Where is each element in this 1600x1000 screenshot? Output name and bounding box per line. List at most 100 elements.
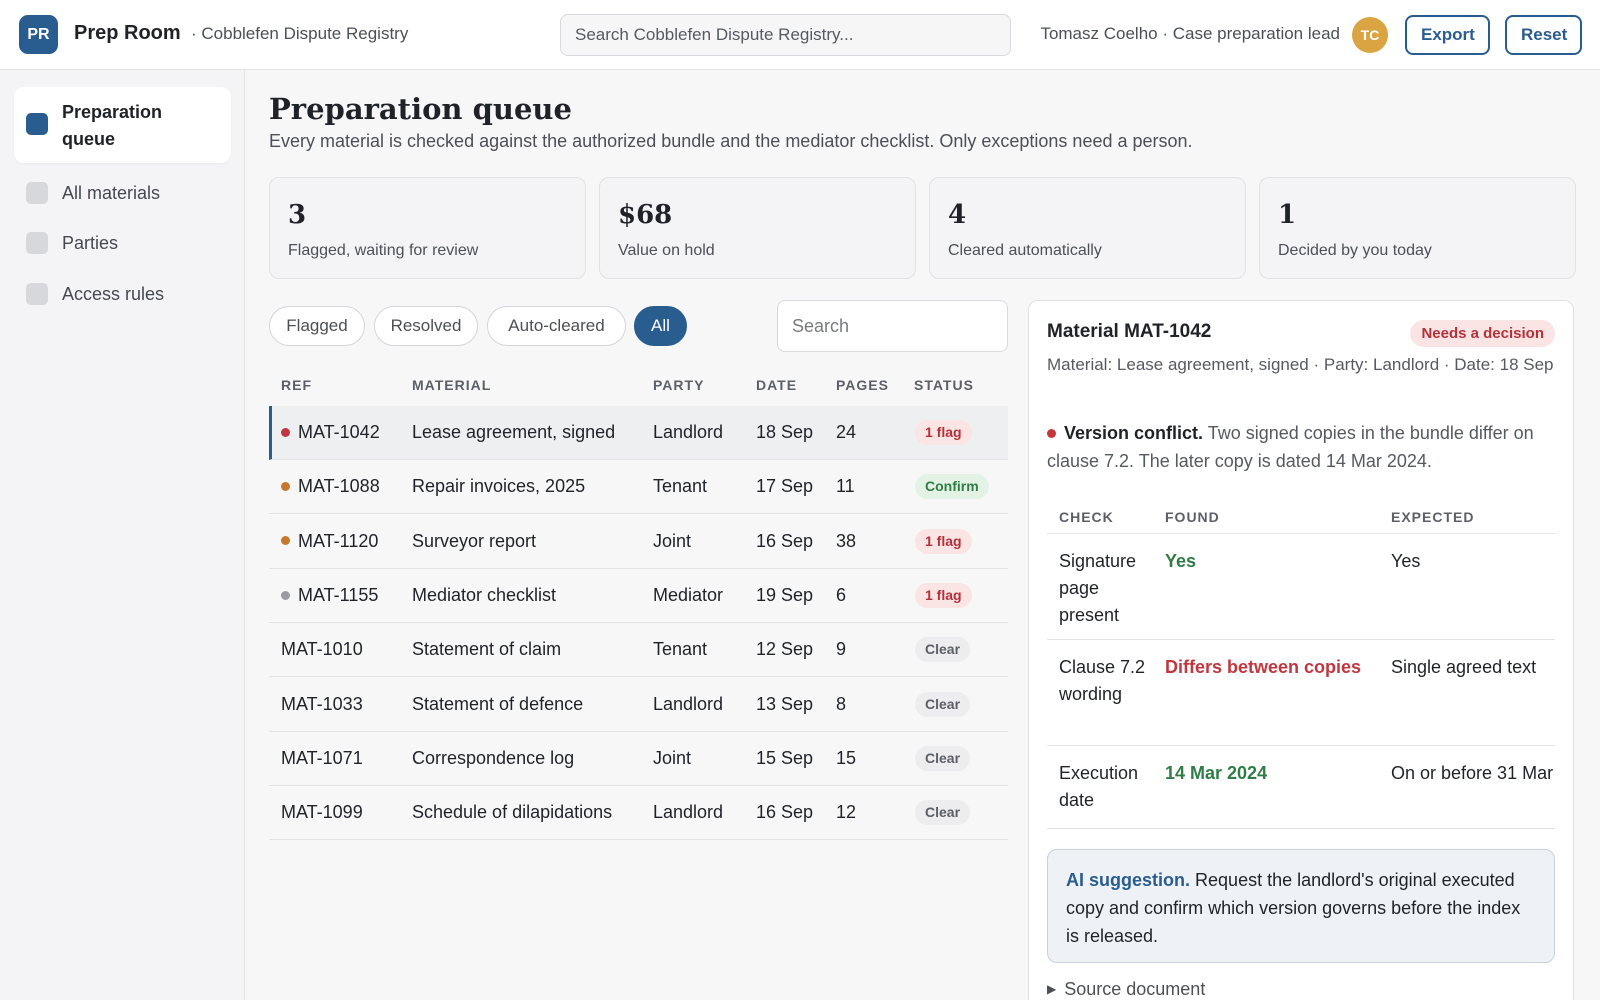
column-header-ref[interactable]: REF xyxy=(281,377,312,393)
cell-text: MAT-1099 xyxy=(281,802,363,823)
cell-ref: MAT-1033 xyxy=(281,678,363,731)
column-header-status[interactable]: STATUS xyxy=(914,377,974,393)
cell-material: Mediator checklist xyxy=(412,569,556,622)
detail-title: Material MAT-1042 xyxy=(1047,321,1212,342)
app-name: Prep Room xyxy=(74,22,181,44)
cell-date: 13 Sep xyxy=(756,678,813,731)
status-dot-icon xyxy=(281,536,290,546)
cell-text: Tenant xyxy=(653,476,708,497)
column-header-material[interactable]: MATERIAL xyxy=(412,377,492,393)
cell-date: 19 Sep xyxy=(756,569,813,622)
cell-text: 13 Sep xyxy=(756,693,814,714)
reset-button[interactable]: Reset xyxy=(1505,15,1582,55)
cell-text: Lease agreement, signed xyxy=(412,422,616,442)
status-badge: Confirm xyxy=(915,474,989,500)
stat-card-cleared: 4 Cleared automatically xyxy=(929,177,1246,279)
source-document-toggle[interactable]: ▶ Source document xyxy=(1047,979,1205,1000)
cell-pages: 6 xyxy=(836,569,846,622)
sidebar-item-parties[interactable]: Parties xyxy=(14,224,231,264)
status-badge: 1 flag xyxy=(915,582,972,608)
top-bar: PR Prep Room · Cobblefen Dispute Registr… xyxy=(0,0,1600,70)
cell-text: 16 Sep xyxy=(756,802,814,823)
table-search-input[interactable] xyxy=(777,300,1008,352)
status-badge: 1 flag xyxy=(915,420,972,445)
sidebar-item-preparation-queue[interactable]: Preparation queue xyxy=(14,87,231,163)
cell-ref: MAT-1010 xyxy=(281,623,363,676)
check-column-header-found: FOUND xyxy=(1165,509,1220,525)
disclosure-triangle-icon: ▶ xyxy=(1047,982,1057,996)
check-cell-check: Clause 7.2 wording xyxy=(1059,657,1146,704)
status-badge: Clear xyxy=(915,800,971,826)
cell-party: Tenant xyxy=(653,623,707,676)
cell-text: Statement of defence xyxy=(412,693,584,714)
cell-material: Surveyor report xyxy=(412,515,536,568)
stat-value: 3 xyxy=(288,200,307,230)
cell-text: 6 xyxy=(836,584,847,605)
source-document-label: Source document xyxy=(1064,979,1206,999)
cell-party: Joint xyxy=(653,515,691,568)
column-header-party[interactable]: PARTY xyxy=(653,377,705,393)
cell-text: Mediator checklist xyxy=(412,584,557,605)
table-row[interactable]: MAT-1010 Statement of claim Tenant 12 Sep 9 C… xyxy=(269,623,1008,678)
column-header-date[interactable]: DATE xyxy=(756,377,798,393)
cell-text: Repair invoices, 2025 xyxy=(412,476,586,497)
filter-all[interactable]: All xyxy=(634,306,687,346)
ai-suggestion-text: Request the landlord's original executed… xyxy=(1066,870,1521,946)
ai-suggestion-box: AI suggestion. Request the landlord's or… xyxy=(1047,849,1555,963)
status-badge: Clear xyxy=(915,745,971,771)
cell-text: 17 Sep xyxy=(756,476,814,497)
avatar[interactable]: TC xyxy=(1352,17,1388,53)
stat-value: 1 xyxy=(1278,200,1297,230)
cell-pages: 11 xyxy=(836,460,855,513)
cell-text: 15 Sep xyxy=(756,747,814,768)
detail-meta: Material: Lease agreement, signed · Part… xyxy=(1047,355,1554,374)
cell-text: 15 xyxy=(836,747,857,768)
app-logo: PR xyxy=(19,15,58,54)
cell-text: 38 xyxy=(836,530,857,551)
cell-text: Mediator xyxy=(653,584,724,605)
stat-label: Flagged, waiting for review xyxy=(288,242,479,259)
cell-party: Tenant xyxy=(653,460,707,513)
cell-text: MAT-1033 xyxy=(281,693,363,714)
table-row[interactable]: MAT-1155 Mediator checklist Mediator 19 Sep… xyxy=(269,569,1008,623)
sidebar-item-label: Access rules xyxy=(62,284,165,304)
cell-text: MAT-1010 xyxy=(281,639,363,660)
table-row[interactable]: MAT-1042 Lease agreement, signed Landlord 1… xyxy=(269,406,1008,460)
page-subtitle: Every material is checked against the au… xyxy=(269,131,1193,151)
cell-ref: MAT-1155 xyxy=(281,569,378,622)
page-title: Preparation queue xyxy=(269,92,572,126)
global-search-input[interactable] xyxy=(560,14,1011,56)
cell-ref: MAT-1071 xyxy=(281,732,363,785)
cell-text: 8 xyxy=(836,693,847,714)
table-row[interactable]: MAT-1033 Statement of defence Landlord 13 S… xyxy=(269,678,1008,732)
table-row[interactable]: MAT-1099 Schedule of dilapidations Landlor… xyxy=(269,786,1008,841)
column-header-pages[interactable]: PAGES xyxy=(836,377,889,393)
export-button[interactable]: Export xyxy=(1405,15,1490,55)
status-badge: Clear xyxy=(915,691,971,717)
cell-text: Correspondence log xyxy=(412,747,575,768)
cell-party: Landlord xyxy=(653,406,723,459)
sidebar-item-access-rules[interactable]: Access rules xyxy=(14,275,231,315)
cell-party: Mediator xyxy=(653,569,723,622)
sidebar: Preparation queue All materials Parties … xyxy=(0,70,245,1000)
filter-auto-cleared[interactable]: Auto-cleared xyxy=(487,306,626,346)
check-column-header-expected: EXPECTED xyxy=(1391,509,1475,525)
cell-material: Correspondence log xyxy=(412,732,574,785)
detail-panel: Material MAT-1042 Needs a decision Mater… xyxy=(1028,300,1574,1000)
table-row[interactable]: MAT-1088 Repair invoices, 2025 Tenant 17 Se… xyxy=(269,460,1008,515)
cell-date: 16 Sep xyxy=(756,515,813,568)
status-badge: Needs a decision xyxy=(1410,320,1555,347)
cell-material: Schedule of dilapidations xyxy=(412,786,612,839)
cell-text: MAT-1071 xyxy=(281,747,363,768)
cell-text: MAT-1120 xyxy=(298,530,379,551)
sidebar-item-label: Preparation queue xyxy=(62,102,163,149)
filter-resolved[interactable]: Resolved xyxy=(374,306,478,346)
sidebar-item-all-materials[interactable]: All materials xyxy=(14,174,231,214)
filter-flagged[interactable]: Flagged xyxy=(269,306,365,346)
cell-text: MAT-1155 xyxy=(298,584,379,605)
table-row[interactable]: MAT-1120 Surveyor report Joint 16 Sep 38 1 fl… xyxy=(269,515,1008,569)
issue-dot-icon xyxy=(1047,428,1056,438)
table-row[interactable]: MAT-1071 Correspondence log Joint 15 Sep 15 C… xyxy=(269,732,1008,786)
stat-value: 4 xyxy=(948,200,967,230)
check-cell-check: Signature page present xyxy=(1059,551,1137,625)
